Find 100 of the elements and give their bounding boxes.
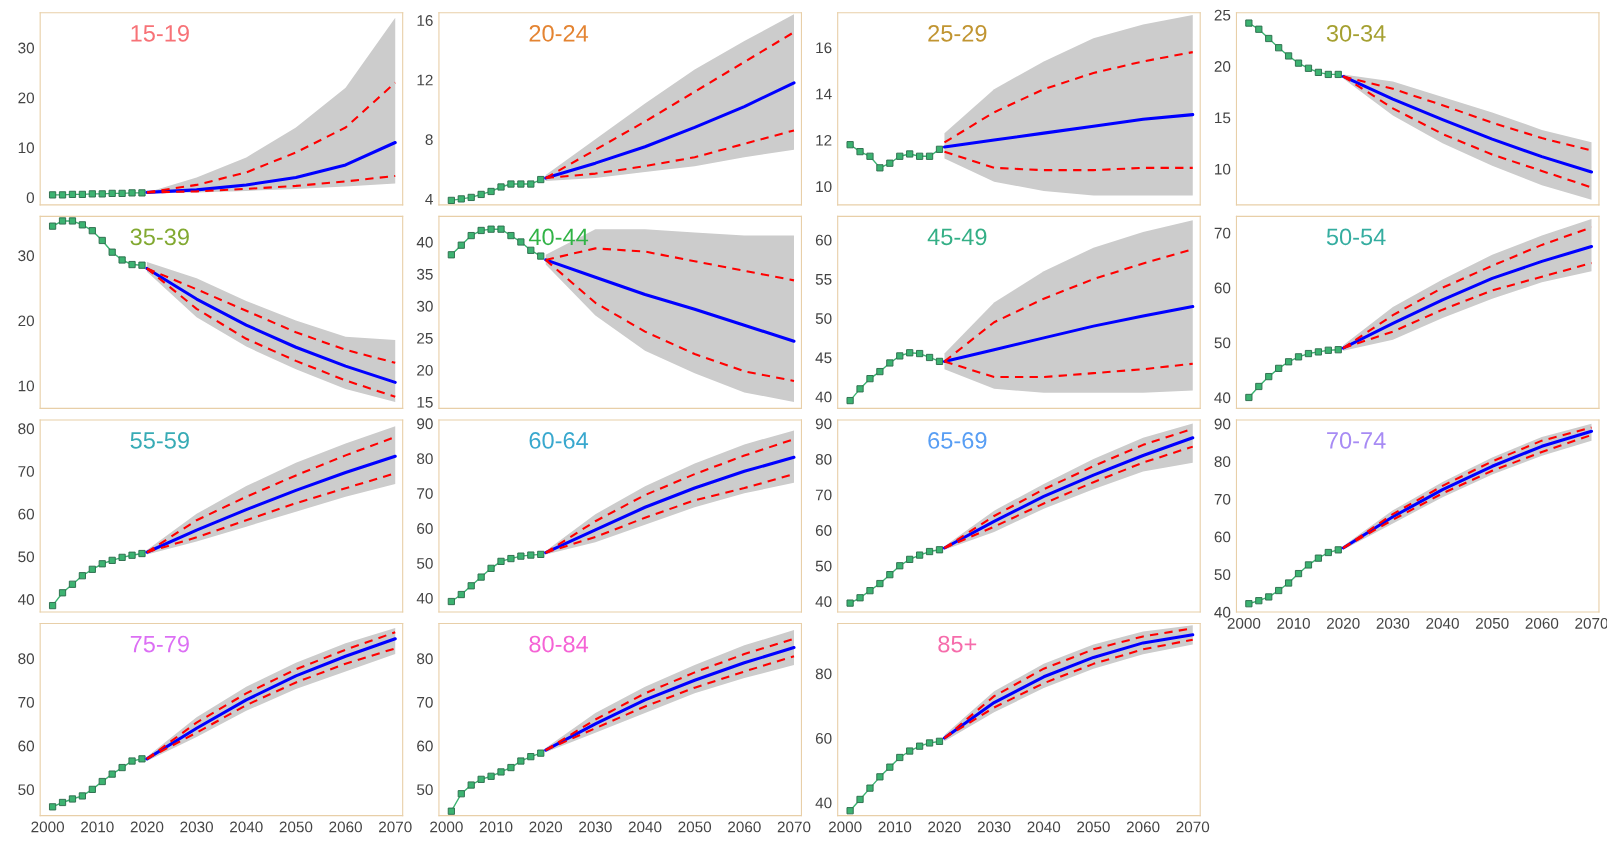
y-tick-label: 50 (18, 551, 35, 563)
y-tick-label: 10 (18, 142, 35, 154)
y-tick-label: 60 (18, 508, 35, 520)
chart-title: 70-74 (1327, 432, 1386, 449)
x-tick-label: 2000 (31, 821, 65, 833)
y-tick-label: 30 (18, 42, 35, 54)
chart-title: 30-34 (1326, 24, 1386, 42)
y-tick-label: 70 (18, 466, 35, 477)
y-tick-label: 15 (417, 397, 433, 408)
y-tick-label: 70 (815, 489, 832, 501)
x-tick-label: 2060 (1126, 821, 1160, 833)
y-tick-label: 20 (417, 364, 433, 376)
y-tick-label: 12 (816, 134, 832, 146)
x-tick-label: 2020 (1327, 617, 1360, 629)
y-tick-label: 10 (1215, 163, 1231, 175)
y-tick-label: 10 (18, 380, 35, 392)
y-tick-label: 60 (1214, 282, 1231, 294)
x-tick-label: 2050 (279, 821, 313, 833)
chart-title: 40-44 (528, 228, 589, 246)
x-tick-label: 2000 (1227, 617, 1261, 629)
x-tick-label: 2050 (1077, 821, 1110, 833)
y-tick-label: 40 (1214, 606, 1231, 618)
x-tick-label: 2070 (1575, 617, 1607, 629)
x-tick-label: 2010 (1277, 617, 1310, 629)
y-tick-label: 50 (815, 560, 832, 572)
chart-title: 45-49 (927, 228, 987, 246)
x-tick-label: 2070 (777, 821, 811, 833)
x-tick-label: 2020 (130, 821, 164, 833)
y-tick-label: 40 (416, 236, 433, 248)
x-tick-label: 2000 (828, 821, 862, 833)
y-tick-label: 40 (17, 594, 35, 605)
y-tick-label: 80 (417, 653, 433, 665)
chart-title: 35-39 (130, 228, 189, 246)
y-tick-label: 70 (1214, 493, 1231, 505)
x-tick-label: 2040 (1027, 821, 1061, 833)
y-tick-label: 12 (417, 74, 433, 86)
chart-title: 25-29 (928, 24, 987, 42)
y-tick-label: 60 (1214, 531, 1231, 543)
y-tick-label: 70 (1214, 227, 1231, 239)
x-tick-label: 2040 (1426, 617, 1459, 629)
y-tick-label: 0 (26, 192, 35, 204)
y-tick-label: 60 (417, 740, 433, 752)
y-tick-label: 60 (417, 523, 433, 534)
y-tick-label: 80 (417, 453, 433, 465)
x-tick-label: 2000 (430, 821, 463, 833)
chart-title: 55-59 (130, 432, 189, 449)
x-tick-label: 2030 (1376, 617, 1410, 629)
x-tick-label: 2010 (81, 821, 114, 833)
chart-title: 80-84 (529, 635, 589, 653)
y-tick-label: 40 (815, 797, 832, 809)
y-tick-label: 60 (18, 740, 35, 752)
x-tick-label: 2060 (728, 821, 761, 833)
chart-title: 15-19 (131, 24, 189, 42)
y-tick-label: 20 (18, 92, 35, 104)
y-tick-label: 50 (815, 313, 832, 324)
y-tick-label: 16 (417, 15, 433, 26)
y-tick-label: 80 (815, 453, 832, 465)
y-tick-label: 70 (18, 696, 35, 708)
x-tick-label: 2070 (1176, 821, 1210, 833)
y-tick-label: 20 (1214, 61, 1231, 72)
x-tick-label: 2040 (628, 821, 662, 833)
y-tick-label: 20 (18, 315, 35, 327)
y-tick-label: 30 (416, 300, 433, 312)
y-tick-label: 50 (417, 784, 433, 796)
y-tick-label: 70 (417, 696, 433, 708)
y-tick-label: 40 (416, 592, 433, 604)
y-tick-label: 4 (425, 193, 433, 205)
y-tick-label: 14 (816, 88, 832, 100)
x-tick-label: 2030 (579, 821, 612, 833)
y-tick-label: 16 (816, 42, 832, 54)
y-tick-label: 45 (815, 352, 832, 364)
y-tick-label: 25 (1214, 9, 1231, 21)
chart-title: 50-54 (1326, 228, 1386, 246)
chart-title: 60-64 (529, 432, 589, 449)
y-tick-label: 70 (417, 488, 433, 499)
x-tick-label: 2070 (379, 821, 412, 833)
y-tick-label: 80 (18, 423, 35, 435)
y-tick-label: 50 (1214, 569, 1231, 581)
y-tick-label: 15 (1215, 112, 1231, 124)
y-tick-label: 55 (815, 274, 832, 285)
y-tick-label: 80 (815, 668, 832, 680)
x-tick-label: 2030 (977, 821, 1011, 833)
y-tick-label: 40 (815, 596, 832, 608)
chart-title: 85+ (938, 635, 977, 653)
x-tick-label: 2020 (529, 821, 563, 833)
y-tick-label: 80 (1214, 456, 1231, 468)
y-tick-label: 50 (18, 784, 35, 796)
y-tick-label: 50 (1214, 337, 1231, 349)
chart-title: 20-24 (529, 24, 589, 42)
y-tick-label: 10 (816, 181, 832, 193)
y-tick-label: 35 (416, 268, 433, 280)
chart-title: 65-69 (928, 432, 987, 449)
y-tick-label: 90 (417, 418, 433, 430)
y-tick-label: 60 (815, 234, 832, 246)
x-tick-label: 2050 (1475, 617, 1509, 629)
x-tick-label: 2010 (878, 821, 912, 833)
y-tick-label: 90 (815, 418, 832, 430)
y-tick-label: 25 (417, 332, 433, 344)
y-tick-label: 60 (815, 732, 832, 744)
y-tick-label: 90 (1214, 418, 1231, 430)
